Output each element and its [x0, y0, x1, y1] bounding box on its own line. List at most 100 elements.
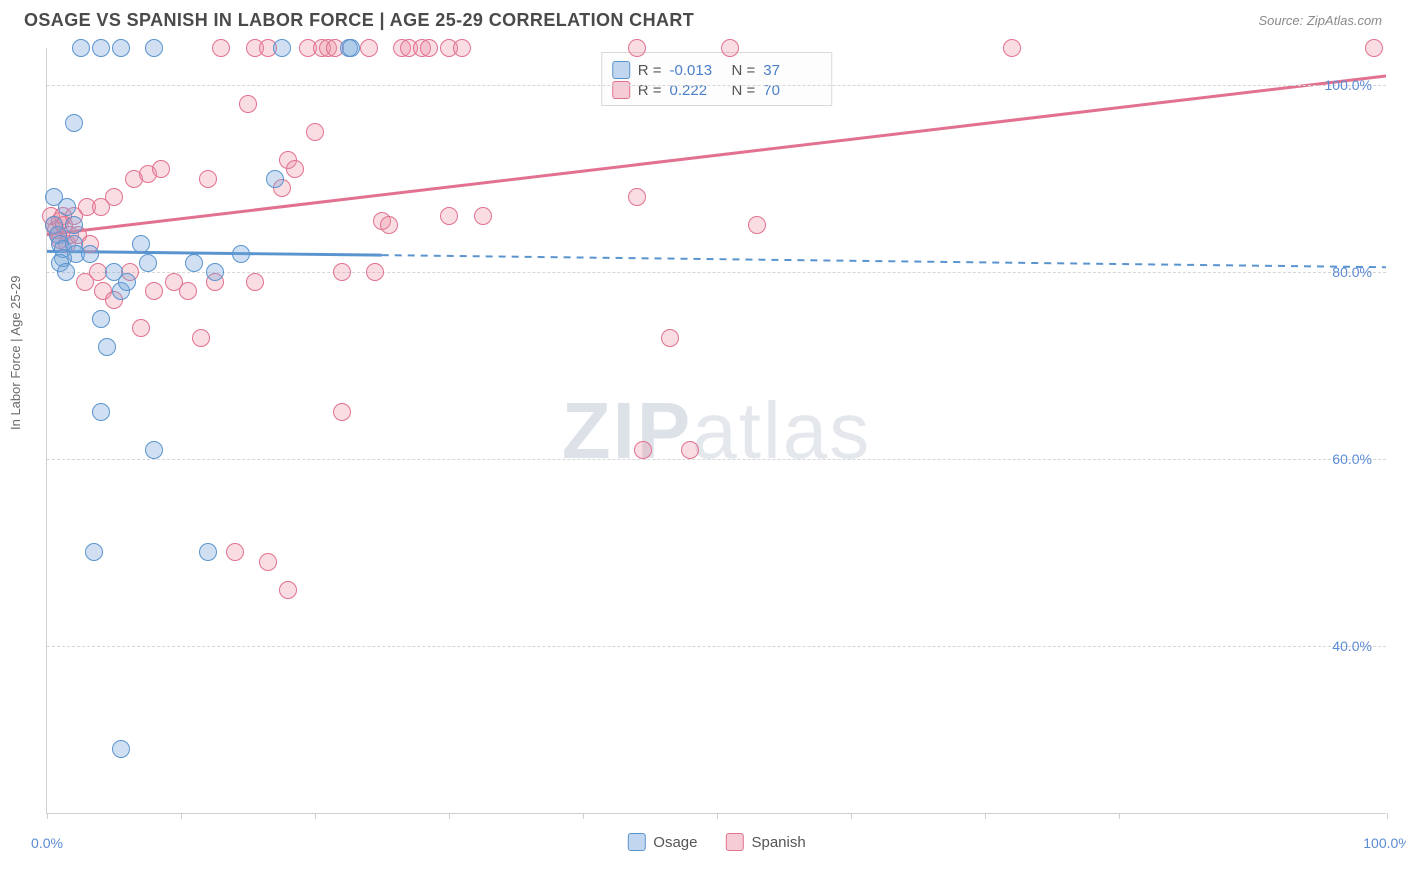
data-point-pink [259, 553, 277, 571]
data-point-blue [206, 263, 224, 281]
data-point-pink [380, 216, 398, 234]
legend-row-spanish: R = 0.222 N = 70 [612, 81, 818, 99]
x-tick [1119, 813, 1120, 819]
x-tick-label: 100.0% [1363, 835, 1406, 851]
value-spanish-N: 70 [763, 82, 817, 99]
trend-line [382, 255, 1386, 267]
data-point-blue [112, 39, 130, 57]
swatch-osage-icon [627, 833, 645, 851]
x-tick [315, 813, 316, 819]
swatch-spanish-icon [612, 81, 630, 99]
data-point-blue [65, 114, 83, 132]
value-spanish-R: 0.222 [670, 82, 724, 99]
data-point-pink [192, 329, 210, 347]
source-attribution: Source: ZipAtlas.com [1258, 13, 1382, 28]
data-point-pink [286, 160, 304, 178]
data-point-blue [199, 543, 217, 561]
data-point-pink [145, 282, 163, 300]
label-N: N = [732, 82, 756, 99]
data-point-pink [628, 39, 646, 57]
data-point-blue [72, 39, 90, 57]
data-point-blue [145, 441, 163, 459]
data-point-blue [92, 403, 110, 421]
data-point-pink [474, 207, 492, 225]
gridline-h [47, 85, 1386, 86]
data-point-blue [232, 245, 250, 263]
x-tick [985, 813, 986, 819]
data-point-pink [453, 39, 471, 57]
series-legend: Osage Spanish [627, 833, 805, 851]
x-tick [47, 813, 48, 819]
data-point-blue [132, 235, 150, 253]
data-point-blue [92, 39, 110, 57]
legend-label-osage: Osage [653, 834, 697, 851]
x-tick-label: 0.0% [31, 835, 63, 851]
label-R: R = [638, 82, 662, 99]
legend-row-osage: R = -0.013 N = 37 [612, 61, 818, 79]
value-osage-N: 37 [763, 62, 817, 79]
x-tick [717, 813, 718, 819]
y-axis-label: In Labor Force | Age 25-29 [8, 276, 23, 430]
x-tick [851, 813, 852, 819]
legend-item-osage: Osage [627, 833, 697, 851]
data-point-blue [98, 338, 116, 356]
value-osage-R: -0.013 [670, 62, 724, 79]
watermark: ZIPatlas [562, 385, 871, 477]
data-point-blue [65, 216, 83, 234]
x-tick [181, 813, 182, 819]
y-tick-label: 80.0% [1332, 264, 1372, 280]
gridline-h [47, 272, 1386, 273]
data-point-blue [145, 39, 163, 57]
data-point-pink [152, 160, 170, 178]
data-point-blue [58, 198, 76, 216]
data-point-pink [681, 441, 699, 459]
trend-lines-layer [47, 48, 1386, 813]
data-point-pink [628, 188, 646, 206]
data-point-pink [226, 543, 244, 561]
chart-plot-area: ZIPatlas R = -0.013 N = 37 R = 0.222 N =… [46, 48, 1386, 814]
data-point-pink [721, 39, 739, 57]
data-point-pink [179, 282, 197, 300]
data-point-pink [246, 273, 264, 291]
legend-item-spanish: Spanish [725, 833, 805, 851]
data-point-pink [239, 95, 257, 113]
data-point-pink [366, 263, 384, 281]
data-point-pink [748, 216, 766, 234]
data-point-blue [57, 263, 75, 281]
data-point-pink [440, 207, 458, 225]
data-point-blue [185, 254, 203, 272]
data-point-pink [132, 319, 150, 337]
data-point-blue [85, 543, 103, 561]
data-point-blue [273, 39, 291, 57]
data-point-blue [92, 310, 110, 328]
x-tick [583, 813, 584, 819]
data-point-pink [333, 263, 351, 281]
data-point-pink [634, 441, 652, 459]
y-tick-label: 100.0% [1325, 77, 1372, 93]
data-point-pink [333, 403, 351, 421]
gridline-h [47, 459, 1386, 460]
data-point-blue [266, 170, 284, 188]
gridline-h [47, 646, 1386, 647]
x-tick [1387, 813, 1388, 819]
swatch-osage-icon [612, 61, 630, 79]
swatch-spanish-icon [725, 833, 743, 851]
chart-title: OSAGE VS SPANISH IN LABOR FORCE | AGE 25… [24, 10, 694, 31]
label-N: N = [732, 62, 756, 79]
data-point-blue [118, 273, 136, 291]
data-point-pink [661, 329, 679, 347]
label-R: R = [638, 62, 662, 79]
data-point-pink [199, 170, 217, 188]
y-tick-label: 40.0% [1332, 638, 1372, 654]
data-point-blue [342, 39, 360, 57]
data-point-pink [306, 123, 324, 141]
data-point-pink [1003, 39, 1021, 57]
data-point-blue [81, 245, 99, 263]
x-tick [449, 813, 450, 819]
data-point-pink [360, 39, 378, 57]
legend-label-spanish: Spanish [751, 834, 805, 851]
data-point-pink [279, 581, 297, 599]
data-point-pink [420, 39, 438, 57]
data-point-pink [105, 188, 123, 206]
data-point-blue [112, 740, 130, 758]
